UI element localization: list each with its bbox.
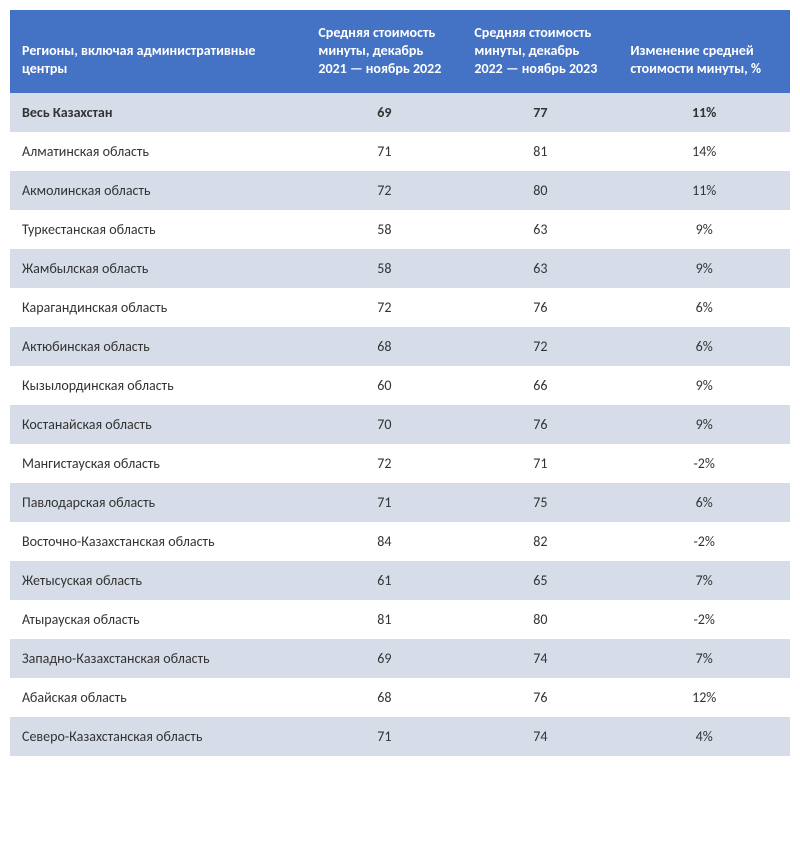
header-change: Изменение средней стоимости минуты, %: [618, 10, 790, 93]
cell-change: 14%: [618, 132, 790, 171]
cost-table-container: Регионы, включая административные центры…: [10, 10, 790, 756]
table-row: Актюбинская область68726%: [10, 327, 790, 366]
cell-value-1: 72: [306, 444, 462, 483]
cell-region: Жамбылская область: [10, 249, 306, 288]
cell-region: Восточно-Казахстанская область: [10, 522, 306, 561]
cell-value-2: 63: [462, 210, 618, 249]
cell-region: Алматинская область: [10, 132, 306, 171]
cell-value-1: 69: [306, 93, 462, 132]
table-row: Жетысуская область61657%: [10, 561, 790, 600]
table-row: Северо-Казахстанская область71744%: [10, 717, 790, 756]
cell-change: -2%: [618, 522, 790, 561]
cell-value-1: 61: [306, 561, 462, 600]
cell-region: Западно-Казахстанская область: [10, 639, 306, 678]
cell-value-2: 76: [462, 678, 618, 717]
cell-change: 4%: [618, 717, 790, 756]
cell-change: 6%: [618, 288, 790, 327]
cell-value-1: 71: [306, 483, 462, 522]
cell-region: Жетысуская область: [10, 561, 306, 600]
cell-change: 9%: [618, 249, 790, 288]
cell-region: Карагандинская область: [10, 288, 306, 327]
cell-value-2: 80: [462, 600, 618, 639]
table-row: Кызылординская область60669%: [10, 366, 790, 405]
cell-change: -2%: [618, 444, 790, 483]
cell-value-1: 58: [306, 249, 462, 288]
cell-region: Туркестанская область: [10, 210, 306, 249]
table-row: Западно-Казахстанская область69747%: [10, 639, 790, 678]
cell-value-1: 84: [306, 522, 462, 561]
cell-change: 11%: [618, 93, 790, 132]
table-row: Алматинская область718114%: [10, 132, 790, 171]
cell-change: 9%: [618, 366, 790, 405]
cell-value-2: 65: [462, 561, 618, 600]
cell-value-1: 72: [306, 171, 462, 210]
cell-change: 9%: [618, 405, 790, 444]
table-row: Павлодарская область71756%: [10, 483, 790, 522]
cell-value-1: 68: [306, 327, 462, 366]
table-row: Атырауская область8180-2%: [10, 600, 790, 639]
cell-value-2: 77: [462, 93, 618, 132]
cell-value-1: 70: [306, 405, 462, 444]
cell-change: 9%: [618, 210, 790, 249]
cell-change: -2%: [618, 600, 790, 639]
table-row: Восточно-Казахстанская область8482-2%: [10, 522, 790, 561]
cell-value-2: 74: [462, 717, 618, 756]
cell-region: Весь Казахстан: [10, 93, 306, 132]
cell-region: Костанайская область: [10, 405, 306, 444]
table-row: Карагандинская область72766%: [10, 288, 790, 327]
cell-value-2: 72: [462, 327, 618, 366]
cell-value-1: 81: [306, 600, 462, 639]
cell-value-1: 71: [306, 132, 462, 171]
cell-region: Атырауская область: [10, 600, 306, 639]
cell-change: 7%: [618, 561, 790, 600]
cell-change: 7%: [618, 639, 790, 678]
cell-value-2: 74: [462, 639, 618, 678]
cell-value-2: 75: [462, 483, 618, 522]
cell-change: 11%: [618, 171, 790, 210]
cell-change: 6%: [618, 483, 790, 522]
table-header: Регионы, включая административные центры…: [10, 10, 790, 93]
cell-value-1: 72: [306, 288, 462, 327]
cell-value-1: 58: [306, 210, 462, 249]
cost-table: Регионы, включая административные центры…: [10, 10, 790, 756]
cell-value-1: 71: [306, 717, 462, 756]
cell-value-2: 82: [462, 522, 618, 561]
table-row: Туркестанская область58639%: [10, 210, 790, 249]
cell-value-2: 81: [462, 132, 618, 171]
table-row: Акмолинская область728011%: [10, 171, 790, 210]
cell-change: 12%: [618, 678, 790, 717]
cell-value-1: 68: [306, 678, 462, 717]
cell-value-2: 71: [462, 444, 618, 483]
cell-change: 6%: [618, 327, 790, 366]
cell-value-1: 60: [306, 366, 462, 405]
header-region: Регионы, включая административные центры: [10, 10, 306, 93]
cell-region: Павлодарская область: [10, 483, 306, 522]
header-period-2: Средняя стоимость минуты, декабрь 2022 —…: [462, 10, 618, 93]
table-row: Весь Казахстан697711%: [10, 93, 790, 132]
header-row: Регионы, включая административные центры…: [10, 10, 790, 93]
cell-value-2: 66: [462, 366, 618, 405]
cell-value-2: 80: [462, 171, 618, 210]
table-row: Костанайская область70769%: [10, 405, 790, 444]
cell-value-2: 63: [462, 249, 618, 288]
table-row: Мангистауская область7271-2%: [10, 444, 790, 483]
cell-region: Акмолинская область: [10, 171, 306, 210]
table-row: Жамбылская область58639%: [10, 249, 790, 288]
header-period-1: Средняя стоимость минуты, декабрь 2021 —…: [306, 10, 462, 93]
table-body: Весь Казахстан697711%Алматинская область…: [10, 93, 790, 756]
cell-region: Кызылординская область: [10, 366, 306, 405]
table-row: Абайская область687612%: [10, 678, 790, 717]
cell-value-2: 76: [462, 405, 618, 444]
cell-region: Мангистауская область: [10, 444, 306, 483]
cell-region: Северо-Казахстанская область: [10, 717, 306, 756]
cell-region: Актюбинская область: [10, 327, 306, 366]
cell-value-1: 69: [306, 639, 462, 678]
cell-region: Абайская область: [10, 678, 306, 717]
cell-value-2: 76: [462, 288, 618, 327]
